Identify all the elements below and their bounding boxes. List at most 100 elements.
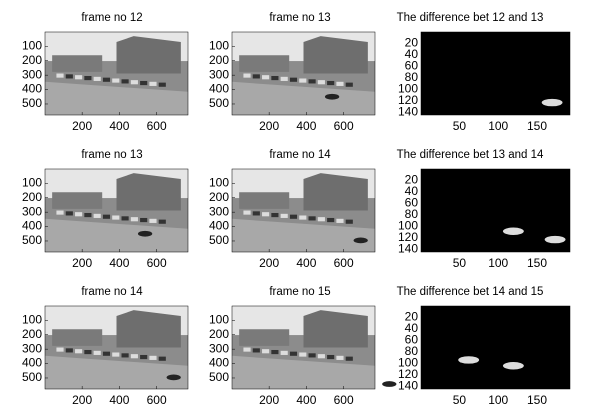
- image-car: [140, 81, 147, 85]
- y-tick-label: 400: [22, 82, 42, 96]
- image-car: [281, 351, 288, 355]
- image-car: [103, 352, 110, 356]
- image-car: [243, 211, 250, 215]
- image-car: [84, 350, 91, 354]
- y-tick-label: 400: [22, 219, 42, 233]
- image-car: [66, 74, 73, 78]
- image-blob: [503, 362, 524, 369]
- image-car: [149, 82, 156, 86]
- image-building: [304, 173, 368, 210]
- x-tick-label: 50: [453, 119, 467, 133]
- image-black: [421, 306, 570, 389]
- x-tick-label: 400: [296, 256, 316, 270]
- image-blob: [458, 356, 479, 363]
- image-car: [94, 214, 101, 218]
- image-car: [299, 352, 306, 356]
- image-car-moving: [325, 94, 339, 100]
- image-blob: [542, 99, 563, 106]
- image-car: [159, 83, 166, 87]
- image-car: [66, 211, 73, 215]
- image-car: [327, 355, 334, 359]
- y-tick-label: 300: [209, 204, 229, 218]
- image-car-moving: [138, 231, 152, 237]
- x-tick-label: 600: [147, 256, 167, 270]
- image-car: [281, 77, 288, 81]
- image-building-left: [52, 329, 102, 346]
- image-car: [56, 211, 63, 215]
- x-tick-label: 600: [334, 119, 354, 133]
- image-car: [75, 212, 82, 216]
- image-car: [262, 212, 269, 216]
- y-tick-label: 500: [22, 370, 42, 384]
- image-car-moving: [167, 374, 181, 380]
- image-car: [262, 75, 269, 79]
- image-car: [318, 354, 325, 358]
- image-car: [112, 352, 119, 356]
- image-car: [299, 215, 306, 219]
- subplot-title: frame no 14: [269, 149, 331, 161]
- x-tick-label: 100: [488, 119, 508, 133]
- image-car: [84, 213, 91, 217]
- image-car: [243, 74, 250, 78]
- image-car: [299, 78, 306, 82]
- image-building: [117, 310, 181, 347]
- x-tick-label: 400: [296, 393, 316, 407]
- image-car: [56, 348, 63, 352]
- y-tick-label: 300: [209, 67, 229, 81]
- image-car: [131, 354, 138, 358]
- image-car: [112, 78, 119, 82]
- x-tick-label: 600: [147, 119, 167, 133]
- y-tick-label: 400: [22, 356, 42, 370]
- image-car: [131, 217, 138, 221]
- image-car: [346, 83, 353, 87]
- image-car: [75, 349, 82, 353]
- image-car-moving: [382, 381, 396, 387]
- image-car: [140, 355, 147, 359]
- image-car: [131, 80, 138, 84]
- x-tick-label: 100: [488, 256, 508, 270]
- image-car: [159, 357, 166, 361]
- x-tick-label: 200: [72, 119, 92, 133]
- image-car: [56, 74, 63, 78]
- x-tick-label: 400: [109, 119, 129, 133]
- image-car: [336, 219, 343, 223]
- subplot-title: frame no 13: [269, 12, 330, 24]
- image-car: [75, 75, 82, 79]
- x-tick-label: 100: [488, 393, 508, 407]
- x-tick-label: 400: [296, 119, 316, 133]
- x-tick-label: 400: [109, 256, 129, 270]
- image-car: [309, 353, 316, 357]
- subplot: frame no 12200400600100200300400500: [22, 12, 188, 133]
- image-car: [318, 80, 325, 84]
- image-car: [253, 74, 260, 78]
- image-car: [94, 77, 101, 81]
- subplot-title: The difference bet 12 and 13: [397, 12, 544, 24]
- subplot-title: The difference bet 14 and 15: [397, 286, 544, 298]
- image-car: [318, 217, 325, 221]
- image-car: [253, 348, 260, 352]
- y-tick-label: 400: [209, 82, 229, 96]
- image-car: [94, 351, 101, 355]
- image-car: [243, 348, 250, 352]
- x-tick-label: 200: [259, 256, 279, 270]
- y-tick-label: 400: [209, 219, 229, 233]
- image-car: [336, 82, 343, 86]
- image-building: [117, 173, 181, 210]
- y-tick-label: 500: [209, 233, 229, 247]
- y-tick-label: 300: [22, 341, 42, 355]
- y-tick-label: 500: [209, 96, 229, 110]
- image-car: [271, 76, 278, 80]
- image-car: [290, 215, 297, 219]
- x-tick-label: 200: [259, 393, 279, 407]
- x-tick-label: 200: [72, 256, 92, 270]
- subplot-title: The difference bet 13 and 14: [397, 149, 544, 161]
- image-building-left: [239, 329, 289, 346]
- subplot-title: frame no 14: [81, 286, 143, 298]
- subplot: frame no 13200400600100200300400500: [209, 12, 375, 133]
- y-tick-label: 200: [22, 327, 42, 341]
- image-car: [122, 216, 129, 220]
- y-tick-label: 200: [22, 190, 42, 204]
